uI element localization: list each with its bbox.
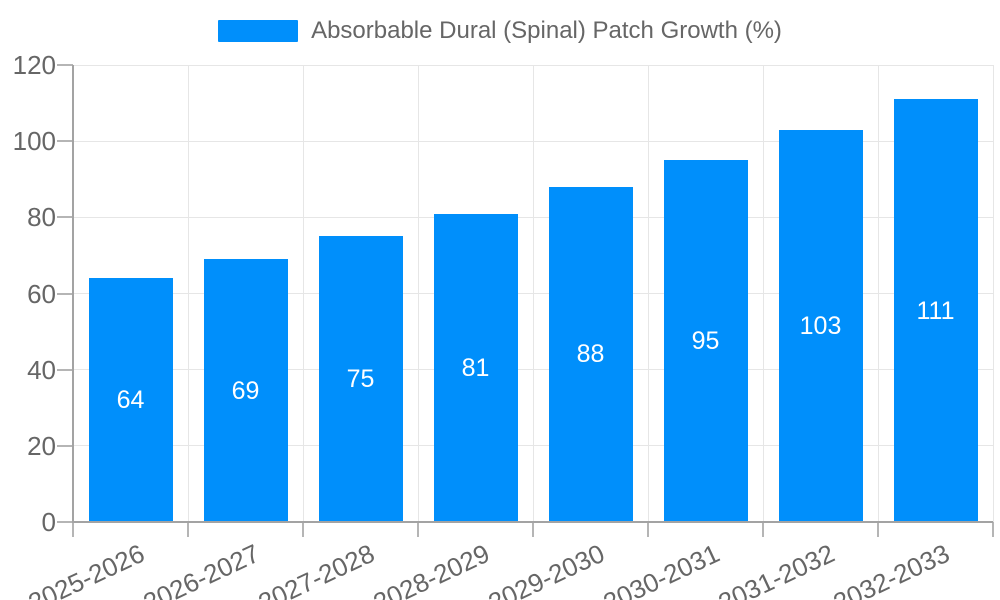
bar[interactable]	[318, 236, 403, 522]
y-axis-tick-label: 120	[12, 50, 56, 80]
y-axis-line	[72, 65, 74, 523]
x-axis-tick-label: 2027-2028	[253, 538, 380, 600]
v-gridline	[877, 65, 879, 522]
y-axis-tick-label: 100	[12, 126, 56, 157]
legend-label: Absorbable Dural (Spinal) Patch Growth (…	[311, 17, 782, 44]
bar[interactable]	[203, 259, 288, 522]
bar[interactable]	[548, 186, 633, 522]
x-axis-tick	[302, 522, 304, 537]
x-axis-tick-label: 2028-2029	[368, 538, 495, 600]
bar[interactable]	[663, 160, 748, 522]
v-gridline	[187, 65, 189, 522]
h-gridline	[73, 64, 993, 66]
bar[interactable]	[88, 278, 173, 522]
x-axis-tick-label: 2031-2032	[713, 538, 840, 600]
bar[interactable]	[778, 129, 863, 522]
x-axis-tick-label: 2025-2026	[23, 538, 150, 600]
v-gridline	[532, 65, 534, 522]
x-axis-tick	[647, 522, 649, 537]
v-gridline	[302, 65, 304, 522]
y-axis-tick-label: 80	[27, 202, 56, 233]
bar[interactable]	[893, 99, 978, 522]
chart-legend[interactable]: Absorbable Dural (Spinal) Patch Growth (…	[0, 17, 1000, 45]
y-axis-tick	[57, 64, 73, 66]
y-axis-tick	[57, 368, 73, 371]
y-axis-tick-label: 40	[27, 354, 56, 385]
x-axis-tick	[762, 522, 764, 537]
x-axis-tick	[992, 522, 994, 537]
x-axis-tick	[417, 522, 419, 537]
v-gridline	[992, 65, 994, 522]
x-axis-tick	[877, 522, 879, 537]
y-axis-tick	[57, 292, 73, 295]
y-axis-tick	[57, 216, 73, 219]
y-axis-tick	[57, 444, 73, 447]
y-axis-tick	[57, 140, 73, 143]
x-axis-tick-label: 2032-2033	[828, 538, 955, 600]
y-axis-tick-label: 0	[41, 507, 56, 537]
x-axis-tick	[532, 522, 534, 537]
v-gridline	[417, 65, 419, 522]
bar[interactable]	[433, 213, 518, 522]
x-axis-tick	[187, 522, 189, 537]
x-axis-tick	[72, 522, 74, 537]
y-axis-tick-label: 20	[27, 430, 56, 461]
legend-swatch	[218, 20, 299, 42]
x-axis-tick-label: 2026-2027	[138, 538, 265, 600]
y-axis-tick	[57, 521, 73, 523]
y-axis-tick-label: 60	[27, 278, 56, 309]
x-axis-tick-label: 2030-2031	[598, 538, 725, 600]
x-axis-tick-label: 2029-2030	[483, 538, 610, 600]
v-gridline	[647, 65, 649, 522]
v-gridline	[762, 65, 764, 522]
